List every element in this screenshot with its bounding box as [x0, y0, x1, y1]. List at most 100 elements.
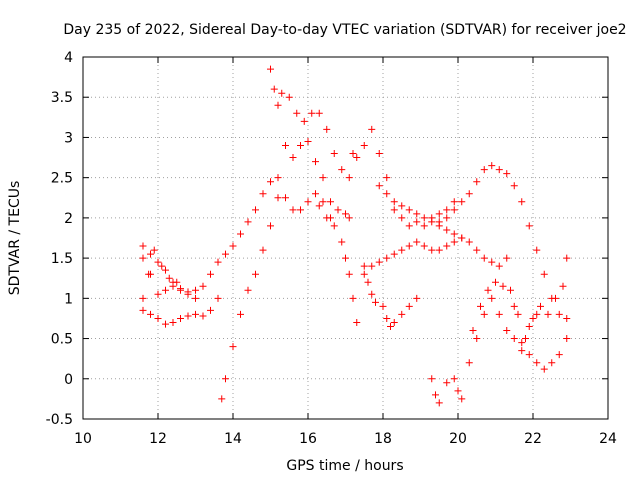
data-point: [327, 198, 334, 206]
y-tick-label: 2: [64, 211, 73, 227]
series-track-16: [503, 254, 541, 347]
data-point: [300, 117, 308, 125]
data-point: [510, 335, 518, 343]
data-point: [252, 270, 259, 278]
data-point: [465, 238, 473, 246]
data-point: [390, 250, 398, 258]
data-point: [267, 178, 274, 186]
data-point: [503, 254, 511, 262]
y-tick-label: 3: [64, 130, 73, 146]
data-point: [244, 286, 252, 294]
data-point: [274, 174, 282, 182]
data-point: [360, 141, 368, 149]
data-point: [297, 206, 304, 214]
data-point: [458, 198, 466, 206]
data-point: [398, 202, 406, 210]
data-point: [312, 190, 319, 198]
x-tick-label: 10: [74, 431, 92, 447]
data-point: [510, 302, 518, 310]
data-point: [375, 258, 383, 266]
data-point: [315, 109, 323, 117]
data-point: [492, 278, 499, 286]
data-point: [282, 194, 289, 202]
data-point: [158, 262, 166, 270]
data-point: [435, 246, 443, 254]
x-tick-label: 14: [224, 431, 242, 447]
x-tick-label: 24: [599, 431, 617, 447]
data-point: [229, 343, 237, 351]
data-point: [443, 226, 451, 234]
data-point: [173, 278, 181, 286]
data-point: [518, 198, 526, 206]
data-point: [207, 270, 214, 278]
data-point: [162, 266, 169, 274]
data-point: [289, 154, 297, 162]
data-point: [375, 182, 383, 190]
data-point: [297, 141, 304, 149]
data-point: [488, 258, 496, 266]
x-tick-label: 20: [449, 431, 467, 447]
data-point: [229, 242, 237, 250]
data-point: [342, 254, 349, 262]
data-point: [139, 294, 147, 302]
data-point: [450, 238, 458, 246]
data-point: [443, 242, 451, 250]
data-point: [244, 218, 252, 226]
data-point: [267, 65, 274, 73]
data-point: [338, 238, 346, 246]
axis-ticks: [82, 56, 609, 420]
data-point: [533, 246, 541, 254]
x-tick-label: 22: [524, 431, 542, 447]
data-point: [304, 198, 312, 206]
data-point: [383, 190, 391, 198]
data-point: [184, 312, 192, 320]
data-point: [383, 174, 391, 182]
series-track-4: [139, 246, 181, 302]
data-point: [368, 125, 376, 133]
data-point: [454, 387, 462, 395]
data-point: [154, 258, 162, 266]
data-point: [390, 198, 398, 206]
data-point: [278, 89, 286, 97]
data-point: [237, 310, 244, 318]
data-point: [345, 214, 353, 222]
data-point: [139, 254, 147, 262]
data-point: [473, 246, 481, 254]
data-point: [514, 310, 522, 318]
series-track-6: [267, 65, 353, 222]
data-point: [177, 314, 184, 322]
series-track-3: [139, 242, 199, 302]
grid-lines: [83, 57, 608, 419]
data-point: [375, 150, 383, 158]
series-track-12: [375, 182, 503, 270]
data-point: [495, 166, 503, 174]
data-point: [364, 278, 372, 286]
data-point: [214, 258, 222, 266]
series-track-5: [218, 190, 334, 403]
y-tick-label: 2.5: [51, 171, 73, 187]
data-point: [207, 306, 214, 314]
data-point: [458, 395, 466, 403]
data-point: [510, 182, 518, 190]
data-point: [405, 206, 413, 214]
plot-frame: [82, 56, 609, 420]
data-point: [169, 318, 177, 326]
y-tick-label: 1.5: [51, 251, 73, 267]
data-point: [495, 262, 503, 270]
x-tick-label: 12: [149, 431, 167, 447]
data-point: [477, 302, 484, 310]
data-point: [413, 218, 421, 226]
y-tick-label: 0.5: [51, 332, 73, 348]
series-track-13: [435, 162, 571, 322]
data-point: [465, 359, 473, 367]
data-point: [252, 206, 259, 214]
x-tick-labels: 10 12 14 16 18 20 22 24: [74, 431, 617, 447]
data-point: [563, 335, 571, 343]
data-point: [199, 312, 207, 320]
data-point: [338, 166, 346, 174]
data-point: [383, 254, 391, 262]
data-point: [413, 294, 421, 302]
series-track-7: [278, 89, 353, 182]
data-point: [552, 294, 559, 302]
data-point: [484, 286, 492, 294]
